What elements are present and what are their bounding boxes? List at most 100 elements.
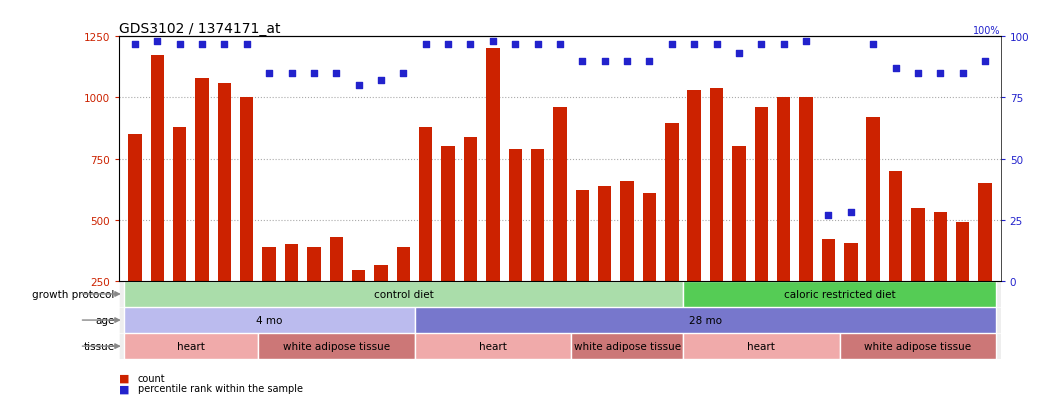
Bar xyxy=(643,193,656,342)
Bar xyxy=(777,98,790,342)
Bar xyxy=(933,213,947,342)
Point xyxy=(619,58,636,65)
Point xyxy=(194,41,211,48)
Point xyxy=(797,39,814,45)
Bar xyxy=(129,135,142,342)
Point xyxy=(909,71,926,77)
Bar xyxy=(755,108,768,342)
Bar xyxy=(665,124,678,342)
Point xyxy=(954,71,971,77)
Text: heart: heart xyxy=(479,341,507,351)
Bar xyxy=(415,307,997,333)
Text: ■: ■ xyxy=(119,383,130,393)
Bar xyxy=(821,240,835,342)
Text: heart: heart xyxy=(177,341,204,351)
Bar xyxy=(554,108,566,342)
Point xyxy=(753,41,769,48)
Text: white adipose tissue: white adipose tissue xyxy=(573,341,680,351)
Text: 28 mo: 28 mo xyxy=(689,315,722,325)
Text: 100%: 100% xyxy=(973,26,1001,36)
Point xyxy=(529,41,545,48)
Point xyxy=(149,39,166,45)
Bar xyxy=(683,281,997,307)
Text: control diet: control diet xyxy=(373,289,433,299)
Bar xyxy=(218,83,231,342)
Bar xyxy=(683,333,840,359)
Text: heart: heart xyxy=(748,341,776,351)
Point xyxy=(507,41,524,48)
Point xyxy=(865,41,881,48)
Text: white adipose tissue: white adipose tissue xyxy=(865,341,972,351)
Text: growth protocol: growth protocol xyxy=(32,289,115,299)
Point xyxy=(731,51,748,57)
Bar xyxy=(571,333,683,359)
Bar xyxy=(374,266,388,342)
Bar xyxy=(150,55,164,342)
Text: age: age xyxy=(95,315,115,325)
Bar xyxy=(486,50,500,342)
Text: 4 mo: 4 mo xyxy=(256,315,282,325)
Point xyxy=(664,41,680,48)
Text: percentile rank within the sample: percentile rank within the sample xyxy=(138,383,303,393)
Point xyxy=(574,58,591,65)
Bar xyxy=(240,98,253,342)
Point xyxy=(216,41,232,48)
Bar xyxy=(732,147,746,342)
Bar xyxy=(800,98,813,342)
Text: GDS3102 / 1374171_at: GDS3102 / 1374171_at xyxy=(119,22,281,36)
Point xyxy=(685,41,702,48)
Point xyxy=(395,71,412,77)
Point xyxy=(283,71,300,77)
Bar xyxy=(978,184,991,342)
Bar xyxy=(912,208,925,342)
Bar xyxy=(840,333,997,359)
Text: white adipose tissue: white adipose tissue xyxy=(283,341,390,351)
Bar xyxy=(173,128,187,342)
Bar xyxy=(531,150,544,342)
Bar xyxy=(123,333,258,359)
Bar xyxy=(258,333,415,359)
Point xyxy=(127,41,143,48)
Point xyxy=(776,41,792,48)
Point xyxy=(463,41,479,48)
Bar xyxy=(508,150,522,342)
Point xyxy=(932,71,949,77)
Bar xyxy=(397,247,410,342)
Bar xyxy=(307,247,320,342)
Bar xyxy=(464,137,477,342)
Point xyxy=(440,41,456,48)
Point xyxy=(888,66,904,72)
Point xyxy=(552,41,568,48)
Bar xyxy=(688,91,701,342)
Point xyxy=(977,58,993,65)
Point xyxy=(418,41,435,48)
Point xyxy=(171,41,188,48)
Text: count: count xyxy=(138,373,166,383)
Bar xyxy=(889,171,902,342)
Point xyxy=(820,212,837,218)
Point xyxy=(351,83,367,89)
Point xyxy=(261,71,278,77)
Text: tissue: tissue xyxy=(84,341,115,351)
Point xyxy=(641,58,657,65)
Point xyxy=(328,71,344,77)
Bar xyxy=(330,237,343,342)
Bar xyxy=(262,247,276,342)
Point xyxy=(239,41,255,48)
Bar xyxy=(123,281,683,307)
Point xyxy=(372,78,389,84)
Bar xyxy=(620,181,634,342)
Point xyxy=(842,210,859,216)
Bar xyxy=(352,270,365,342)
Point xyxy=(596,58,613,65)
Bar xyxy=(195,78,208,342)
Bar xyxy=(419,128,432,342)
Bar xyxy=(598,186,612,342)
Bar xyxy=(415,333,571,359)
Point xyxy=(484,39,501,45)
Bar xyxy=(710,88,723,342)
Point xyxy=(708,41,725,48)
Bar xyxy=(576,191,589,342)
Bar xyxy=(123,307,415,333)
Point xyxy=(306,71,323,77)
